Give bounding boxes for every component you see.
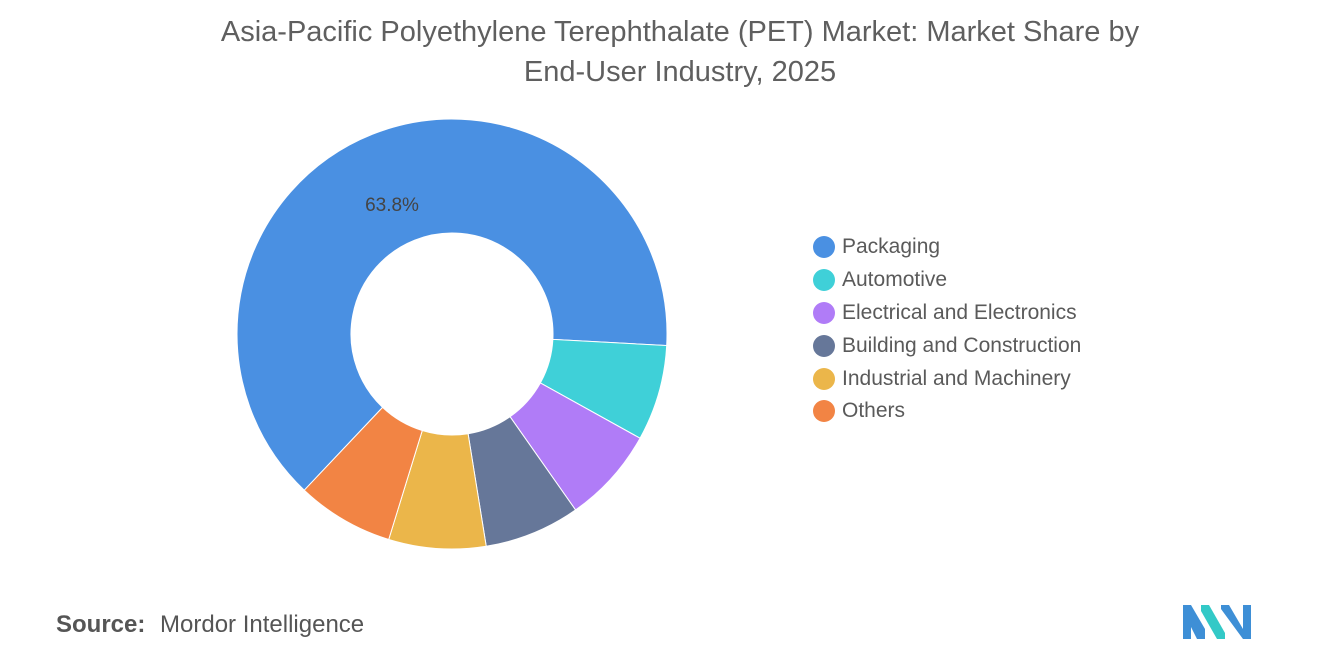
legend-item-automotive: Automotive — [813, 264, 1081, 297]
source-value: Mordor Intelligence — [160, 611, 365, 638]
legend-item-packaging: Packaging — [813, 231, 1081, 264]
slice-others — [303, 406, 423, 541]
chart-legend: Packaging Automotive Electrical and Electr… — [813, 231, 1081, 428]
logo-left-shape — [1183, 605, 1205, 639]
mordor-intelligence-logo — [1183, 605, 1251, 639]
donut-data-labels: 63.8% — [365, 195, 419, 216]
legend-item-industrial-and-machinery: Industrial and Machinery — [813, 362, 1081, 395]
chart-title: Asia-Pacific Polyethylene Terephthalate … — [120, 12, 1240, 92]
legend-label: Others — [842, 399, 906, 423]
legend-label: Industrial and Machinery — [842, 366, 1071, 390]
legend-swatch — [813, 400, 835, 423]
legend-swatch — [813, 236, 835, 259]
legend-item-others: Others — [813, 395, 1081, 428]
data-label-packaging: 63.8% — [365, 195, 419, 216]
legend-swatch — [813, 301, 835, 324]
chart-title-line-2: End-User Industry, 2025 — [523, 56, 837, 88]
legend-item-building-and-construction: Building and Construction — [813, 329, 1081, 362]
slice-packaging — [236, 118, 668, 491]
legend-swatch — [813, 367, 835, 390]
donut-slices — [236, 118, 668, 550]
legend-swatch — [813, 334, 835, 357]
legend-swatch — [813, 269, 835, 292]
legend-label: Building and Construction — [842, 333, 1082, 357]
legend-label: Automotive — [842, 268, 948, 292]
logo-middle-shape — [1201, 605, 1225, 639]
logo-right-shape — [1221, 605, 1251, 639]
source-note: Source: Mordor Intelligence — [56, 611, 364, 639]
legend-label: Packaging — [842, 235, 941, 259]
legend-item-electrical-and-electronics: Electrical and Electronics — [813, 297, 1081, 330]
source-label: Source: — [56, 611, 146, 638]
chart-title-line-1: Asia-Pacific Polyethylene Terephthalate … — [220, 16, 1140, 48]
legend-label: Electrical and Electronics — [842, 300, 1077, 324]
